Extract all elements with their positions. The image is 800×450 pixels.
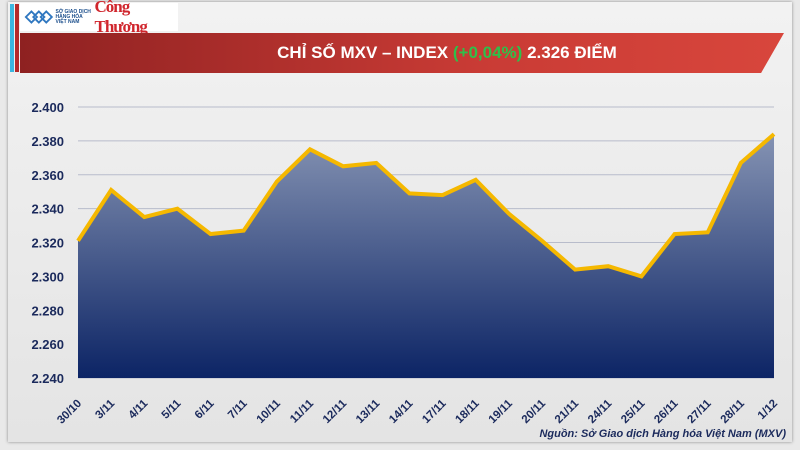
x-tick-label: 13/11 (354, 397, 383, 426)
y-tick-label: 2.340 (31, 202, 64, 217)
y-tick-label: 2.400 (31, 100, 64, 115)
title-value: 2.326 ĐIỂM (527, 43, 617, 62)
x-tick-label: 7/11 (226, 397, 250, 421)
x-tick-label: 4/11 (127, 397, 151, 421)
x-tick-label: 30/10 (55, 398, 84, 427)
x-tick-label: 24/11 (586, 397, 615, 426)
x-tick-label: 19/11 (487, 397, 516, 426)
y-tick-label: 2.380 (31, 134, 64, 149)
x-tick-label: 6/11 (193, 397, 217, 421)
x-tick-label: 11/11 (288, 397, 316, 425)
y-tick-label: 2.240 (31, 371, 64, 386)
x-tick-label: 28/11 (719, 397, 748, 426)
y-tick-label: 2.280 (31, 303, 64, 318)
x-tick-label: 20/11 (520, 397, 549, 426)
title-prefix: CHỈ SỐ MXV – INDEX (277, 43, 449, 62)
y-tick-label: 2.320 (31, 236, 64, 251)
x-tick-label: 18/11 (453, 397, 482, 426)
x-tick-label: 1/12 (756, 398, 780, 422)
y-tick-label: 2.300 (31, 269, 64, 284)
x-tick-label: 3/11 (93, 397, 117, 421)
mxv-logo-icon (24, 10, 54, 24)
x-tick-label: 26/11 (652, 397, 681, 426)
series-line (76, 132, 776, 279)
x-tick-label: 12/11 (321, 397, 350, 426)
y-tick-label: 2.360 (31, 168, 64, 183)
y-tick-label: 2.260 (31, 337, 64, 352)
source-note: Nguồn: Sở Giao dịch Hàng hóa Việt Nam (M… (539, 428, 786, 440)
x-tick-label: 27/11 (685, 397, 714, 426)
x-tick-label: 17/11 (420, 397, 449, 426)
accent-bar (15, 4, 19, 72)
area-fill (78, 134, 774, 378)
title-change: (+0,04%) (452, 43, 523, 62)
x-tick-label: 10/11 (255, 397, 284, 426)
x-tick-label: 21/11 (553, 397, 582, 426)
chart-title: CHỈ SỐ MXV – INDEX (+0,04%) 2.326 ĐIỂM (187, 43, 617, 63)
logo-area: SỞ GIAO DỊCH HÀNG HÓA VIỆT NAM Công Thươ… (20, 0, 178, 36)
accent-bar (10, 4, 14, 72)
x-tick-label: 25/11 (619, 397, 648, 426)
title-banner: CHỈ SỐ MXV – INDEX (+0,04%) 2.326 ĐIỂM (20, 33, 784, 73)
x-tick-label: 14/11 (387, 397, 416, 426)
x-tick-label: 5/11 (160, 397, 184, 421)
congthuong-logo: Công Thương (94, 0, 147, 36)
mxv-logo-text: SỞ GIAO DỊCH HÀNG HÓA VIỆT NAM (55, 8, 91, 25)
